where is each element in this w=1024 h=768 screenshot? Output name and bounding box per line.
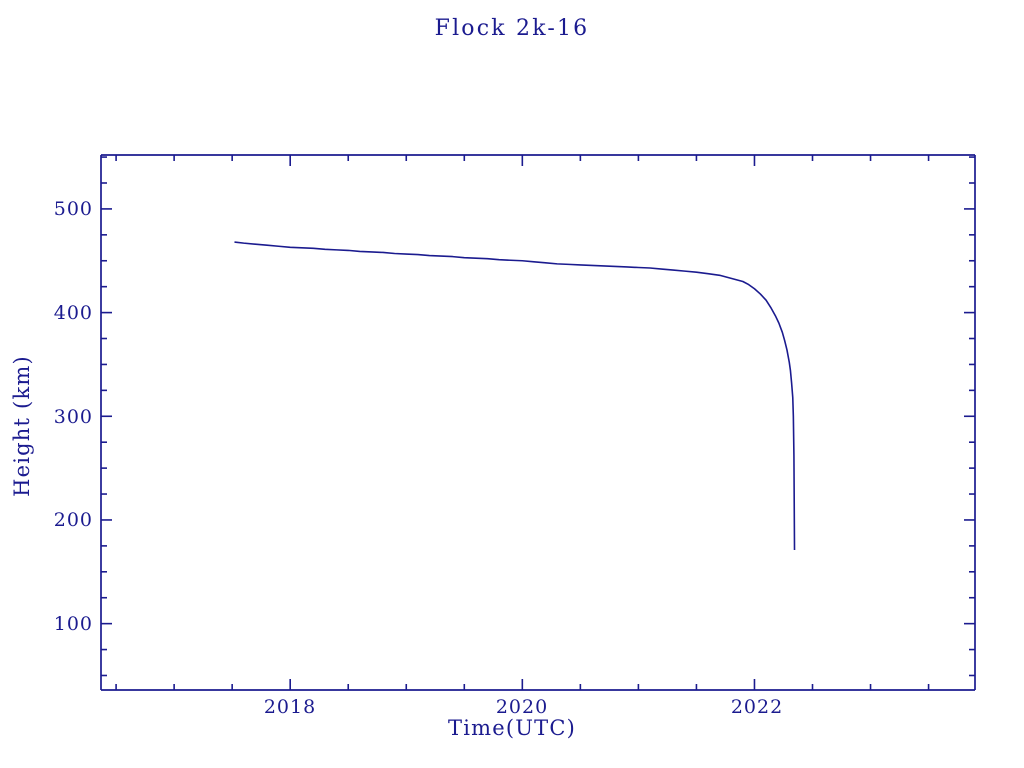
y-tick-label-200: 200 (53, 509, 93, 531)
chart-title: Flock 2k-16 (434, 16, 590, 41)
x-tick-label-2022: 2022 (730, 696, 784, 718)
x-tick-label-2020: 2020 (495, 696, 549, 718)
y-tick-label-100: 100 (53, 613, 93, 635)
axes-frame (100, 154, 976, 691)
y-tick-label-400: 400 (53, 302, 93, 324)
y-tick-label-500: 500 (53, 198, 93, 220)
x-tick-label-2018: 2018 (263, 696, 317, 718)
x-axis-label: Time(UTC) (447, 716, 577, 740)
axis-ticks (101, 155, 975, 690)
y-tick-label-300: 300 (53, 406, 93, 428)
height-decay-line (234, 241, 796, 551)
